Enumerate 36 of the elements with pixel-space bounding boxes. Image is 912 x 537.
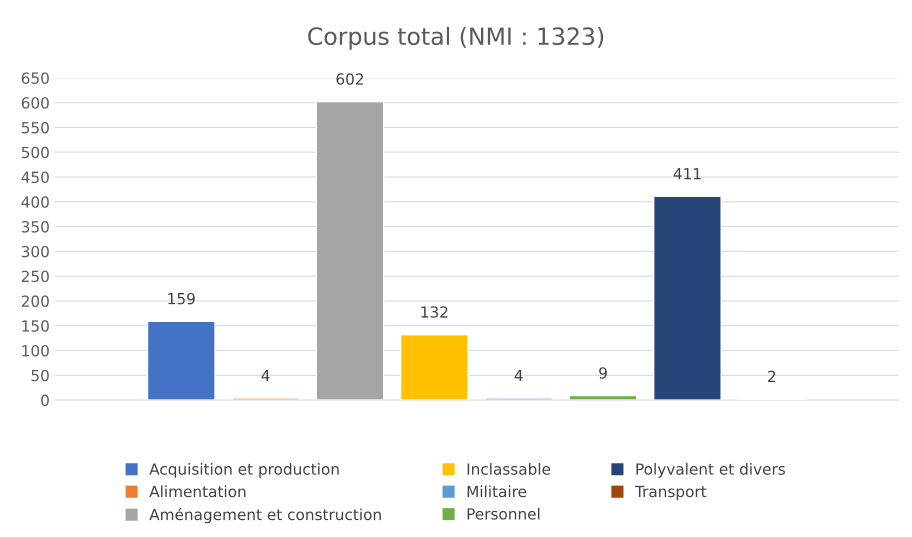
data-label: 9 [599,367,607,379]
y-tick-label: 550 [22,122,49,134]
data-label: 602 [336,73,364,85]
data-label: 159 [168,292,195,304]
legend-label: Transport [634,486,706,500]
bar [652,196,722,400]
data-label: 4 [262,370,270,382]
bar [568,394,638,400]
bar [146,320,216,400]
legend-label: Inclassable [468,463,550,475]
bar [316,100,384,400]
y-tick-label: 650 [22,72,49,84]
y-tick-label: 400 [21,196,49,208]
data-label: 411 [674,168,701,180]
legend-label: Alimentation [149,485,246,498]
y-tick-label: 150 [22,320,49,332]
bar [400,334,469,400]
legend-label: Acquisition et production [149,463,339,478]
y-tick-label: 50 [32,370,49,382]
y-tick-label: 100 [22,344,49,357]
y-tick-label: 0 [41,394,49,406]
y-tick-label: 600 [22,97,49,109]
y-tick-label: 200 [22,295,49,307]
y-tick-label: 350 [22,221,49,233]
data-label: 132 [421,306,448,318]
legend-label: Militaire [468,485,526,498]
legend-label: Polyvalent et divers [636,463,785,478]
chart-title: Corpus total (NMI : 1323) [308,26,604,50]
legend-label: Aménagement et construction [149,508,381,524]
y-tick-label: 300 [22,246,49,258]
y-tick-label: 250 [22,270,49,282]
data-label: 2 [768,370,776,382]
data-label: 4 [514,370,523,382]
y-tick-label: 450 [21,171,49,184]
legend-label: Personnel [468,508,540,520]
y-tick-label: 500 [22,146,49,158]
